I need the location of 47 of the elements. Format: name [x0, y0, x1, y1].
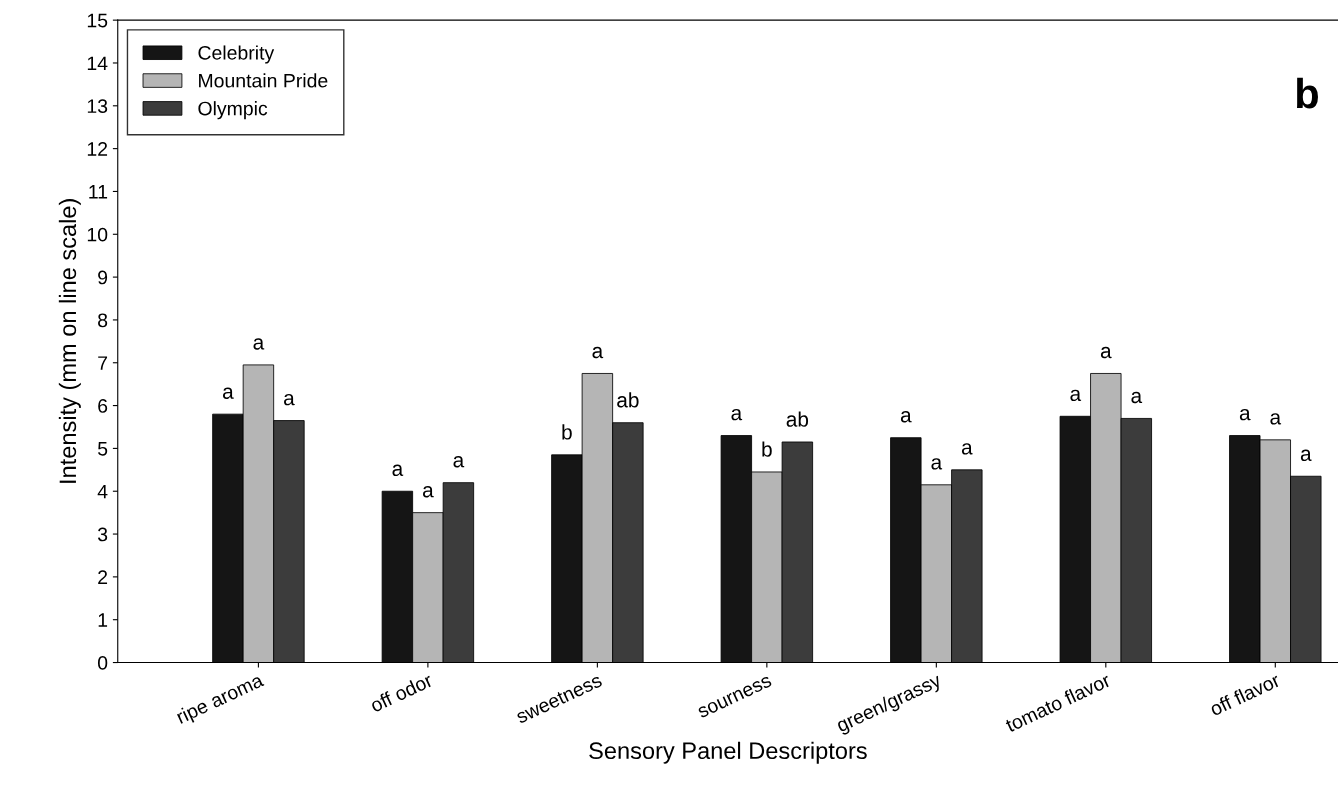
data-label: b [562, 424, 572, 440]
y-tick-label: 8 [98, 313, 108, 328]
y-tick-label: 12 [87, 142, 108, 156]
data-label: a [1070, 389, 1082, 402]
data-label: a [223, 387, 234, 399]
data-label: a [592, 346, 604, 359]
y-tick-label: 6 [98, 399, 108, 413]
data-label: a [253, 338, 265, 350]
y-tick-label: 7 [98, 356, 108, 370]
legend-label: Mountain Pride [199, 73, 328, 88]
data-label: a [1239, 408, 1251, 421]
legend-label: Celebrity [198, 45, 275, 64]
data-label: ab [786, 411, 809, 427]
data-label: a [1300, 449, 1312, 462]
y-tick-label: 0 [97, 656, 108, 670]
y-tick-label: 1 [98, 613, 108, 627]
data-label: ab [617, 392, 639, 408]
legend-label: Olympic [198, 101, 268, 120]
x-tick-label: ripe aroma [175, 672, 267, 728]
y-tick-label: 15 [87, 13, 108, 28]
annotation: b [1296, 77, 1318, 109]
y-tick-label: 5 [97, 442, 108, 456]
y-tick-label: 2 [98, 570, 108, 584]
x-axis-title: Sensory Panel Descriptors [589, 741, 867, 764]
data-label: a [1270, 413, 1282, 425]
y-axis-title: Intensity (mm on line scale) [58, 199, 81, 483]
y-tick-label: 10 [87, 227, 108, 242]
y-tick-label: 3 [97, 527, 108, 542]
data-label: a [1100, 346, 1112, 359]
data-label: a [961, 443, 973, 455]
y-tick-label: 14 [87, 56, 108, 71]
y-tick-label: 11 [89, 185, 108, 199]
data-label: a [731, 408, 743, 421]
data-label: b [762, 441, 772, 457]
x-tick-label: tomato flavor [1004, 672, 1112, 733]
y-tick-label: 4 [97, 484, 108, 499]
x-tick-label: off flavor [1208, 672, 1282, 717]
y-tick-label: 9 [98, 270, 108, 285]
data-label: a [422, 486, 434, 498]
data-label: a [1131, 391, 1143, 404]
y-tick-label: 13 [87, 99, 108, 114]
x-tick-label: off odor [369, 672, 434, 713]
data-label: a [931, 458, 943, 470]
data-label: a [453, 456, 465, 468]
data-label: a [284, 393, 295, 406]
data-label: a [392, 464, 404, 476]
data-label: a [900, 411, 912, 423]
